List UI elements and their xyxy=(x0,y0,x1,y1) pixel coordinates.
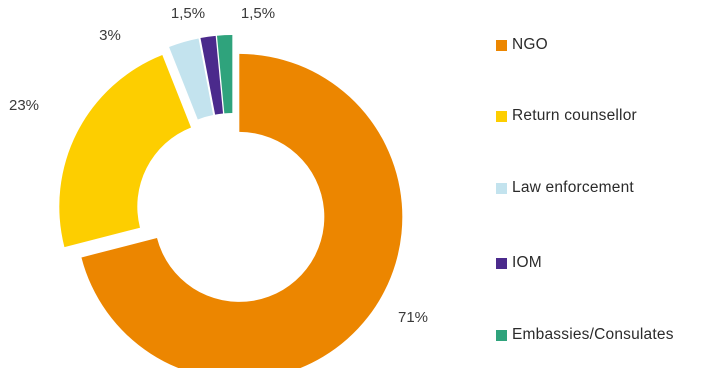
data-label: 23% xyxy=(9,97,39,114)
legend-swatch xyxy=(496,110,507,122)
data-label: 1,5% xyxy=(241,5,275,22)
legend-label: Return counsellor xyxy=(512,107,637,124)
legend-swatch xyxy=(496,257,507,269)
data-label: 71% xyxy=(398,309,428,326)
legend-label: IOM xyxy=(512,254,542,271)
legend-item: NGO xyxy=(496,36,548,54)
donut-slice-embassies-consulates xyxy=(217,35,233,114)
legend-item: Law enforcement xyxy=(496,179,634,197)
donut-slice-iom xyxy=(200,35,224,115)
legend-swatch xyxy=(496,39,507,51)
legend-item: Return counsellor xyxy=(496,107,637,125)
donut-slice-return-counsellor xyxy=(59,54,192,248)
data-label: 1,5% xyxy=(171,5,205,22)
donut-slice-law-enforcement xyxy=(169,38,214,120)
legend-item: Embassies/Consulates xyxy=(496,326,674,344)
data-label: 3% xyxy=(99,27,121,44)
legend-label: Embassies/Consulates xyxy=(512,326,674,343)
donut-slices xyxy=(59,35,403,368)
donut-slice-ngo xyxy=(81,53,403,368)
legend-label: Law enforcement xyxy=(512,179,634,196)
legend-swatch xyxy=(496,329,507,341)
legend-item: IOM xyxy=(496,254,542,272)
donut-data-labels: 71% 23% 3% 1,5% 1,5% xyxy=(9,5,428,326)
legend-label: NGO xyxy=(512,36,548,53)
legend-swatch xyxy=(496,182,507,194)
